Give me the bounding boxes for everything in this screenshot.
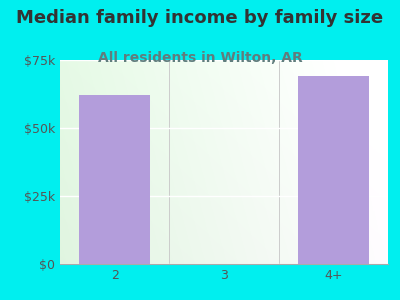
Bar <box>298 76 369 264</box>
Bar <box>79 95 150 264</box>
Text: Median family income by family size: Median family income by family size <box>16 9 384 27</box>
Text: All residents in Wilton, AR: All residents in Wilton, AR <box>98 51 302 65</box>
